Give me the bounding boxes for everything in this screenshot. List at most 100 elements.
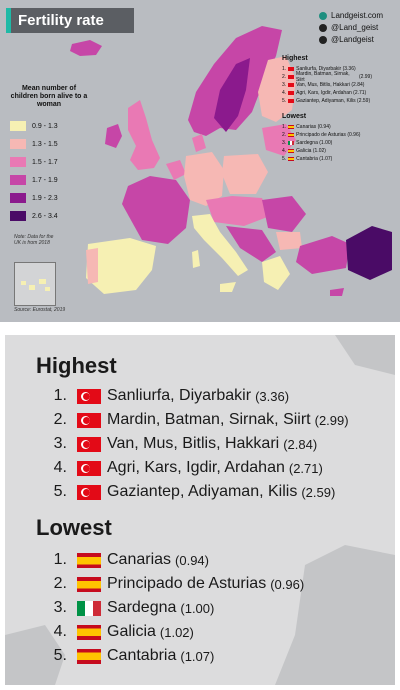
region-benelux <box>166 160 186 180</box>
region-great-britain <box>128 100 160 170</box>
mini-lowest-item: 3. Sardegna (1.00) <box>282 140 333 146</box>
twitter-icon <box>319 35 327 44</box>
region-name: Mardin, Batman, Sirnak, Siirt <box>107 411 311 428</box>
region-ireland <box>105 124 122 148</box>
zoom-background-map <box>5 335 395 685</box>
fertility-value: (3.36) <box>255 388 290 404</box>
rank-number: 3. <box>53 435 67 452</box>
highest-entry: 3. Van, Mus, Bitlis, Hakkari (2.84) <box>47 433 318 455</box>
spain-flag-icon <box>77 648 101 664</box>
social-row[interactable]: @Landgeist <box>319 34 383 45</box>
region-sweden <box>214 58 250 132</box>
mini-lowest-heading: Lowest <box>282 113 307 120</box>
mini-highest-item: 3. Van, Mus, Bitlis, Hakkari (2.84) <box>282 82 365 88</box>
rank-number: 1. <box>53 387 67 404</box>
region-turkey-east <box>346 226 392 280</box>
rank-number: 5. <box>53 647 67 664</box>
region-balkans <box>226 226 276 262</box>
fertility-value: (1.00) <box>180 600 215 616</box>
lowest-entry: 3. Sardegna (1.00) <box>47 597 215 619</box>
rank-number: 5. <box>53 483 67 500</box>
region-name: Van, Mus, Bitlis, Hakkari <box>107 435 280 452</box>
map-title: Fertility rate <box>18 12 104 29</box>
mini-lowest-item: 2. Principado de Asturias (0.96) <box>282 132 361 138</box>
turkey-flag-icon <box>288 75 294 79</box>
region-greece <box>262 256 290 290</box>
legend-swatch <box>10 121 26 131</box>
legend-item: 1.9 - 2.3 <box>10 189 88 207</box>
rank-number: 4. <box>53 623 67 640</box>
legend-label: 1.5 - 1.7 <box>32 158 58 166</box>
region-name: Principado de Asturias <box>107 575 267 592</box>
turkey-flag-icon <box>288 99 295 103</box>
rank-number: 2. <box>53 575 67 592</box>
region-france <box>122 176 190 244</box>
turkey-flag-icon <box>288 91 295 95</box>
legend-label: 2.6 - 3.4 <box>32 212 58 220</box>
italy-flag-icon <box>288 141 295 145</box>
fertility-value: (0.96) <box>270 576 305 592</box>
legend-item: 2.6 - 3.4 <box>10 207 88 225</box>
region-romania <box>262 196 306 232</box>
legend-item: 0.9 - 1.3 <box>10 117 88 135</box>
turkey-flag-icon <box>77 412 101 428</box>
mini-lowest-item: 4. Galicia (1.02) <box>282 148 326 154</box>
spain-flag-icon <box>288 133 295 137</box>
region-sicily <box>220 282 236 292</box>
legend-item: 1.3 - 1.5 <box>10 135 88 153</box>
region-bulgaria <box>276 232 302 250</box>
legend-label: 0.9 - 1.3 <box>32 122 58 130</box>
social-handle: Landgeist.com <box>331 11 384 20</box>
mini-highest-item: 5. Gaziantep, Adiyaman, Kilis (2.59) <box>282 98 371 104</box>
region-sardinia <box>192 250 200 268</box>
region-baltics <box>262 124 296 156</box>
highest-heading: Highest <box>36 353 117 378</box>
highest-entry: 1. Sanliurfa, Diyarbakir (3.36) <box>47 385 289 407</box>
spain-flag-icon <box>288 125 295 129</box>
region-name: Canarias <box>107 551 172 568</box>
turkey-flag-icon <box>77 388 101 404</box>
europe-map-panel: Fertility rate Landgeist.com @Land_geist… <box>0 0 400 322</box>
region-finland <box>258 56 296 122</box>
italy-flag-icon <box>77 600 101 616</box>
fertility-value: (1.02) <box>159 624 194 640</box>
mini-highest-item: 1. Sanliurfa, Diyarbakir (3.36) <box>282 66 356 72</box>
region-name: Gaziantep, Adiyaman, Kilis <box>107 483 298 500</box>
region-portugal <box>86 248 98 284</box>
legend-swatch <box>10 157 26 167</box>
source-credit: Source: Eurostat, 2019 <box>14 307 66 313</box>
mini-highest-item: 4. Agri, Kars, Igdir, Ardahan (2.71) <box>282 90 367 96</box>
fertility-value: (2.71) <box>288 460 323 476</box>
region-name: Agri, Kars, Igdir, Ardahan <box>107 459 285 476</box>
social-row[interactable]: @Land_geist <box>319 22 383 33</box>
fertility-value: (2.99) <box>314 412 349 428</box>
region-iberia <box>86 238 156 294</box>
fertility-value: (2.59) <box>301 484 336 500</box>
region-italy <box>192 214 248 276</box>
legend-label: 1.7 - 1.9 <box>32 176 58 184</box>
region-name: Sardegna <box>107 599 177 616</box>
region-central <box>206 196 270 226</box>
region-germany <box>184 152 224 206</box>
legend-swatch <box>10 193 26 203</box>
title-accent-bar <box>6 8 11 33</box>
region-name: Galicia <box>107 623 156 640</box>
turkey-flag-icon <box>288 67 295 71</box>
region-denmark <box>192 134 206 152</box>
social-row[interactable]: Landgeist.com <box>319 10 383 21</box>
region-cyprus <box>330 288 344 296</box>
mini-lowest-item: 1. Canarias (0.94) <box>282 124 331 130</box>
globe-icon <box>319 11 327 20</box>
data-note: Note: Data for the UK is from 2018 <box>14 234 54 246</box>
legend-swatch <box>10 211 26 221</box>
region-poland <box>222 154 268 194</box>
rank-number: 2. <box>53 411 67 428</box>
turkey-flag-icon <box>77 460 101 476</box>
mini-lowest-item: 5. Cantabria (1.07) <box>282 156 333 162</box>
legend-swatch <box>10 139 26 149</box>
legend-label: 1.3 - 1.5 <box>32 140 58 148</box>
mini-ranking: Highest 1. Sanliurfa, Diyarbakir (3.36) 2… <box>282 55 372 163</box>
map-title-bar: Fertility rate <box>6 8 134 33</box>
legend-title: Mean number of children born alive to a … <box>10 85 88 108</box>
